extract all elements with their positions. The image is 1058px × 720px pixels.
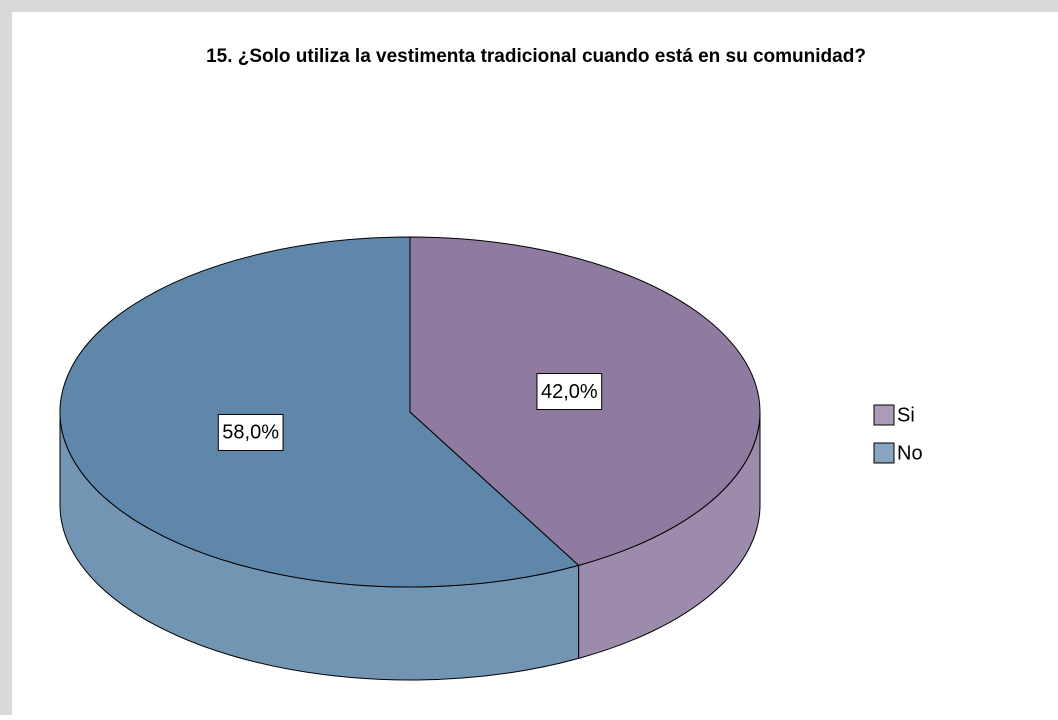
legend-label: Si [897,404,915,426]
legend-label: No [897,442,923,464]
slice [59,236,580,588]
legend-swatch [873,404,895,426]
value-label: 58,0% [222,422,279,444]
value-label-box [217,413,284,451]
frame-top [0,0,1058,12]
chart-title: 15. ¿Solo utiliza la vestimenta tradicio… [206,46,866,67]
value-label: 42,0% [541,381,598,403]
legend-swatch [873,442,895,464]
value-label-box [536,373,603,411]
frame-left [0,0,12,715]
